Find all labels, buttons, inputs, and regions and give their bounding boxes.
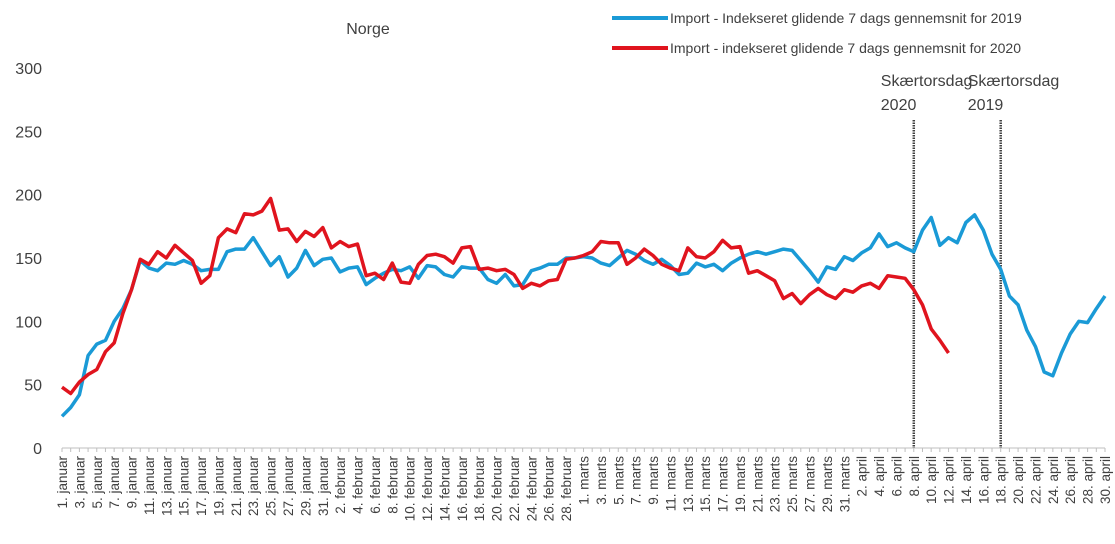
x-tick-label: 8. februar xyxy=(385,456,400,514)
x-tick-label: 5. marts xyxy=(611,456,626,505)
x-tick-label: 12. februar xyxy=(420,456,435,522)
x-tick-label: 9. marts xyxy=(646,456,661,505)
x-tick-label: 18. april xyxy=(994,456,1009,504)
x-tick-label: 1. januar xyxy=(55,456,70,509)
chart-title: Norge xyxy=(346,21,390,38)
x-tick-label: 29. marts xyxy=(820,456,835,513)
x-tick-label: 26. april xyxy=(1063,456,1078,504)
x-tick-label: 12. april xyxy=(942,456,957,504)
x-tick-label: 24. april xyxy=(1046,456,1061,504)
x-tick-label: 7. januar xyxy=(107,456,122,509)
y-tick-label: 50 xyxy=(24,378,42,395)
y-tick-label: 200 xyxy=(15,188,42,205)
y-tick-label: 300 xyxy=(15,61,42,78)
annotation-text: 2020 xyxy=(881,97,917,114)
x-tick-label: 17. marts xyxy=(716,456,731,513)
x-tick-label: 10. april xyxy=(924,456,939,504)
x-tick-label: 13. marts xyxy=(681,456,696,513)
y-tick-label: 100 xyxy=(15,314,42,331)
x-tick-label: 17. januar xyxy=(194,455,209,516)
x-tick-label: 25. marts xyxy=(785,456,800,513)
x-tick-label: 31. januar xyxy=(316,455,331,516)
x-tick-label: 27. marts xyxy=(802,456,817,513)
x-tick-label: 20. april xyxy=(1011,456,1026,504)
x-tick-label: 7. marts xyxy=(629,456,644,505)
x-tick-label: 13. januar xyxy=(159,455,174,516)
x-tick-label: 27. januar xyxy=(281,455,296,516)
line xyxy=(60,196,950,396)
x-tick-label: 31. marts xyxy=(837,456,852,513)
x-tick-label: 2. april xyxy=(855,456,870,497)
x-tick-label: 22. april xyxy=(1028,456,1043,504)
y-tick-label: 0 xyxy=(33,441,42,458)
x-tick-label: 20. februar xyxy=(490,456,505,522)
x-tick-label: 2. februar xyxy=(333,456,348,514)
x-tick-label: 15. januar xyxy=(177,455,192,516)
x-tick-label: 21. januar xyxy=(229,455,244,516)
x-tick-label: 24. februar xyxy=(524,456,539,522)
x-tick-label: 14. april xyxy=(959,456,974,504)
y-tick-label: 150 xyxy=(15,251,42,268)
x-tick-label: 8. april xyxy=(907,456,922,497)
x-tick-label: 21. marts xyxy=(750,456,765,513)
x-tick-label: 5. januar xyxy=(90,456,105,509)
x-tick-label: 30. april xyxy=(1098,456,1113,504)
x-tick-label: 16. april xyxy=(976,456,991,504)
x-tick-label: 9. januar xyxy=(125,456,140,509)
x-tick-label: 10. februar xyxy=(403,456,418,522)
annotation-text: Skærtorsdag xyxy=(968,73,1060,90)
x-tick-label: 6. april xyxy=(889,456,904,497)
legend-label: Import - Indekseret glidende 7 dags genn… xyxy=(670,10,1022,26)
x-tick-label: 11. marts xyxy=(663,456,678,512)
x-tick-label: 16. februar xyxy=(455,456,470,522)
x-tick-label: 23. januar xyxy=(246,455,261,516)
x-tick-label: 11. januar xyxy=(142,455,157,515)
x-tick-label: 3. januar xyxy=(72,456,87,509)
annotation-text: 2019 xyxy=(968,97,1004,114)
x-tick-label: 19. januar xyxy=(211,455,226,516)
x-tick-label: 4. februar xyxy=(351,456,366,514)
x-tick-label: 4. april xyxy=(872,456,887,497)
legend-label: Import - indekseret glidende 7 dags genn… xyxy=(670,40,1021,56)
x-tick-label: 26. februar xyxy=(542,456,557,522)
x-tick-label: 1. marts xyxy=(577,456,592,505)
x-tick-label: 28. april xyxy=(1081,456,1096,504)
y-tick-label: 250 xyxy=(15,124,42,141)
x-tick-label: 29. januar xyxy=(298,455,313,516)
annotation-text: Skærtorsdag xyxy=(881,73,973,90)
x-tick-label: 15. marts xyxy=(698,456,713,513)
x-tick-label: 14. februar xyxy=(437,456,452,522)
x-tick-label: 25. januar xyxy=(264,455,279,516)
x-tick-label: 6. februar xyxy=(368,456,383,514)
x-tick-label: 28. februar xyxy=(559,456,574,522)
x-tick-label: 23. marts xyxy=(768,456,783,513)
x-tick-label: 22. februar xyxy=(507,456,522,522)
x-tick-label: 3. marts xyxy=(594,456,609,505)
x-tick-label: 18. februar xyxy=(472,456,487,522)
x-tick-label: 19. marts xyxy=(733,456,748,513)
